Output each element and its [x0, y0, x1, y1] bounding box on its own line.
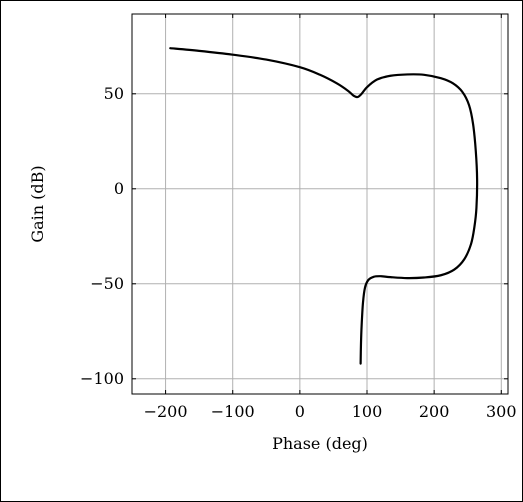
x-tick-label: 100 — [352, 402, 383, 421]
y-tick-label: 0 — [114, 179, 124, 198]
x-tick-label: 300 — [486, 402, 517, 421]
tick-marks — [132, 14, 508, 394]
y-tick-label: −100 — [80, 369, 124, 388]
x-tick-label: 200 — [419, 402, 450, 421]
x-axis-label: Phase (deg) — [272, 434, 368, 453]
y-axis-label: Gain (dB) — [28, 165, 47, 242]
y-tick-labels: −100 −50 0 50 — [80, 84, 124, 388]
y-tick-label: −50 — [90, 274, 124, 293]
x-tick-label: 0 — [295, 402, 305, 421]
x-tick-label: −200 — [144, 402, 188, 421]
x-tick-label: −100 — [211, 402, 255, 421]
series-line — [169, 47, 479, 365]
x-tick-labels: −200 −100 0 100 200 300 — [144, 402, 517, 421]
plot-area — [131, 13, 509, 395]
y-tick-label: 50 — [104, 84, 124, 103]
grid-lines — [132, 14, 508, 394]
